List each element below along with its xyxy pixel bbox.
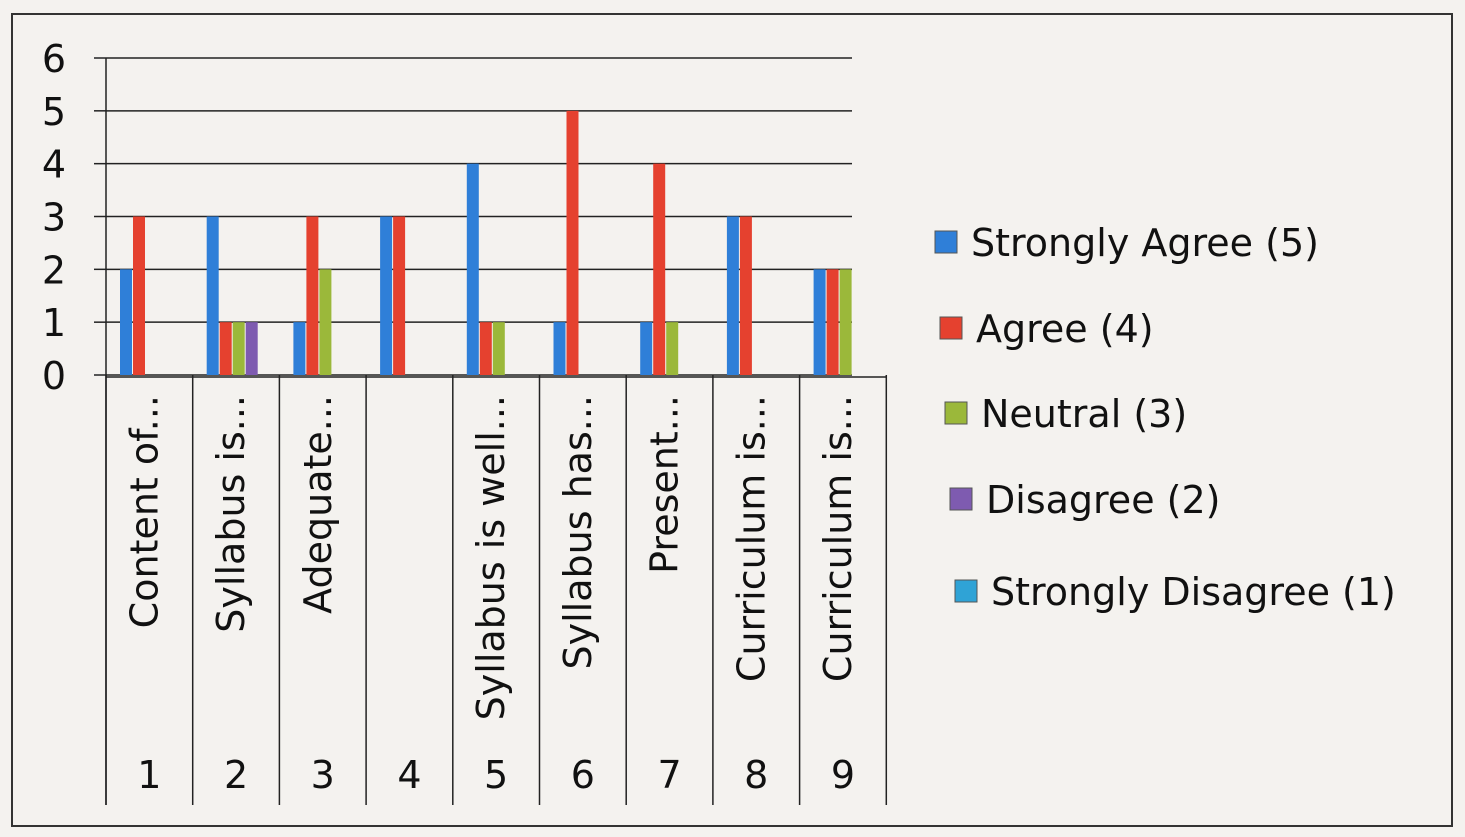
bar (293, 322, 306, 375)
legend-swatch (954, 579, 978, 603)
category-label: Content of... (122, 395, 166, 628)
bar (245, 322, 258, 375)
legend-swatch (949, 487, 973, 511)
category-label: Present... (643, 395, 687, 574)
category-label: Syllabus has... (556, 395, 600, 670)
category-number: 8 (744, 753, 768, 797)
bar (133, 216, 145, 375)
category-number: 1 (137, 753, 161, 797)
y-tick-label: 2 (42, 248, 66, 292)
category-number: 2 (224, 753, 248, 797)
category-number: 6 (571, 753, 595, 797)
legend-swatch (944, 401, 968, 425)
category-label: Curriculum is... (729, 395, 773, 682)
bar (640, 322, 653, 375)
bar (120, 269, 132, 375)
y-tick-label: 5 (42, 90, 66, 134)
bar (479, 322, 492, 375)
category-number: 5 (484, 753, 508, 797)
bar (466, 163, 479, 375)
bar (232, 322, 245, 375)
legend: Strongly Agree (5) Agree (4) Neutral (3) Di… (934, 221, 1396, 614)
bar (306, 216, 319, 375)
bar (826, 269, 839, 375)
bar (666, 322, 679, 375)
y-tick-label: 6 (42, 37, 66, 81)
legend-label: Strongly Disagree (1) (991, 570, 1396, 614)
bar (839, 269, 852, 375)
legend-swatch (939, 316, 963, 340)
chart-border (11, 13, 1453, 827)
bar (726, 216, 739, 375)
y-tick-label: 3 (42, 196, 66, 240)
bar (319, 269, 332, 375)
legend-label: Agree (4) (976, 307, 1154, 351)
legend-label: Strongly Agree (5) (971, 221, 1319, 265)
bar (566, 110, 579, 375)
bar (813, 269, 826, 375)
category-label: Syllabus is well... (469, 395, 513, 720)
category-number: 7 (657, 753, 681, 797)
bar (206, 216, 219, 375)
bar (393, 216, 406, 375)
category-number: 3 (311, 753, 335, 797)
y-tick-label: 0 (42, 354, 66, 398)
category-label: Curriculum is... (816, 395, 860, 682)
bar (553, 322, 566, 375)
bar (492, 322, 505, 375)
legend-swatch (934, 230, 958, 254)
category-number: 4 (397, 753, 421, 797)
category-table: Content of... 1 Syllabus is... 2 Adequate...… (105, 375, 888, 805)
category-label: Syllabus is... (209, 395, 253, 633)
y-tick-label: 1 (42, 301, 66, 345)
category-label: Adequate... (296, 395, 340, 614)
category-number: 9 (831, 753, 855, 797)
legend-label: Disagree (2) (986, 478, 1220, 522)
bar (739, 216, 752, 375)
bar (219, 322, 232, 375)
bar (380, 216, 393, 375)
bars (120, 110, 852, 375)
bar (653, 163, 666, 375)
y-tick-label: 4 (42, 143, 66, 187)
legend-label: Neutral (3) (981, 392, 1187, 436)
